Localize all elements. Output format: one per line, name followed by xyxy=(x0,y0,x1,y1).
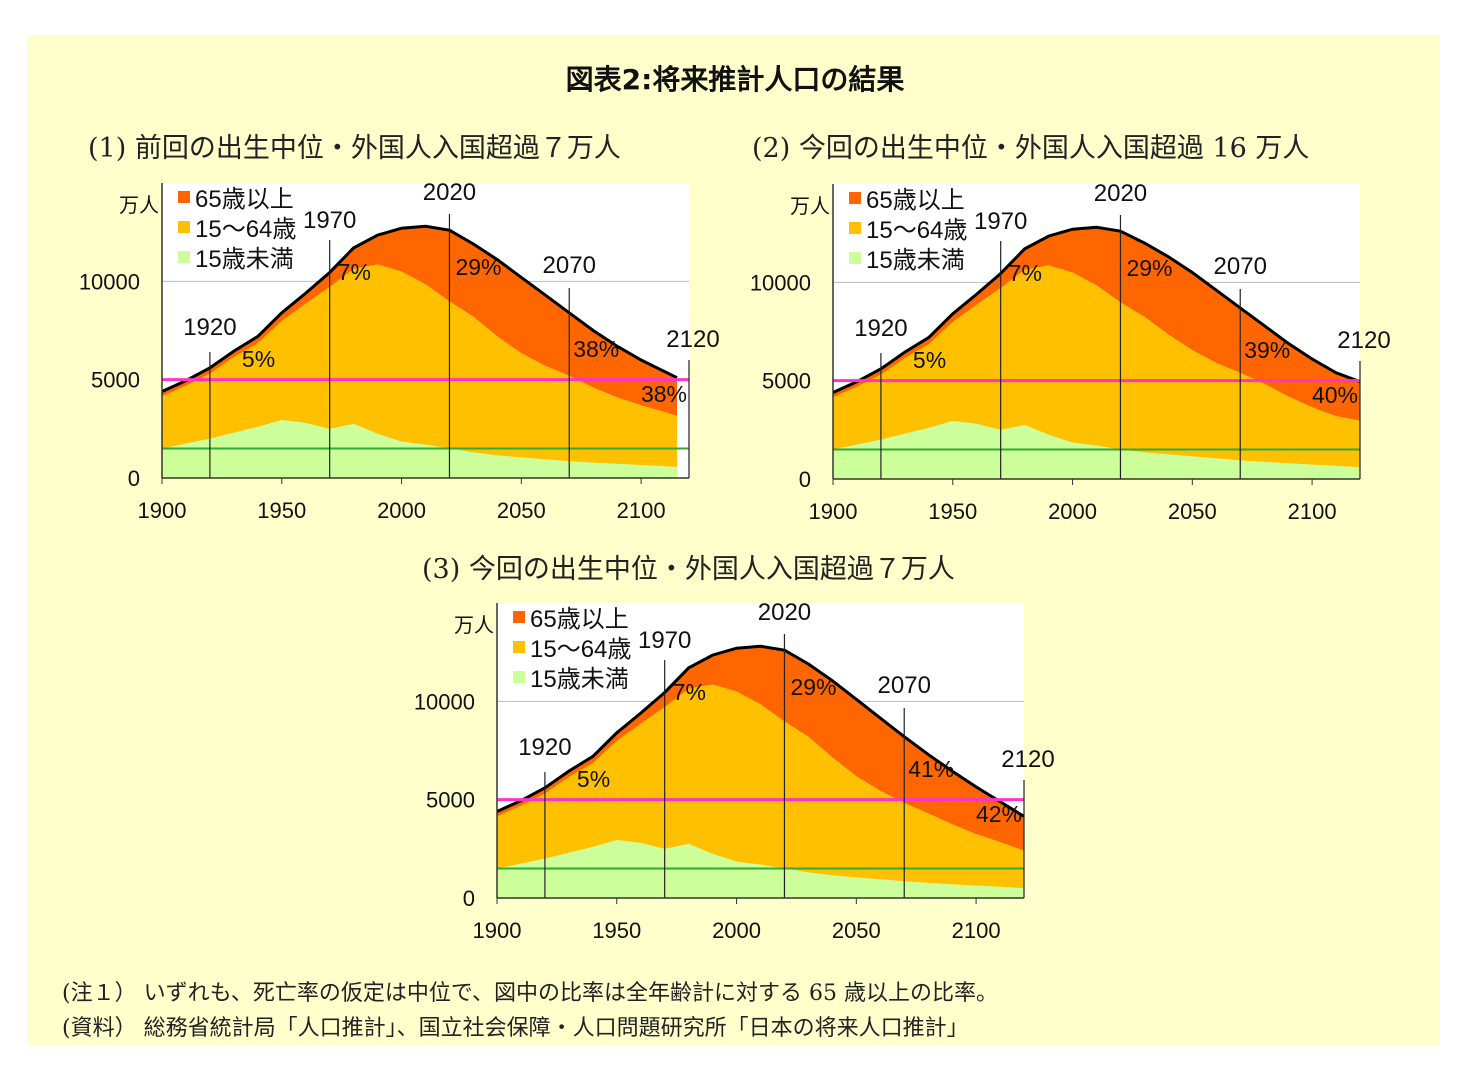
ratio-label: 5% xyxy=(577,766,610,792)
y-tick-label: 10000 xyxy=(79,269,140,294)
ratio-label: 29% xyxy=(455,254,501,280)
legend-label: 15歳未満 xyxy=(530,666,629,693)
ratio-label: 38% xyxy=(641,381,687,407)
x-tick-label: 1950 xyxy=(928,499,977,524)
y-tick-label: 0 xyxy=(463,886,475,911)
legend-swatch xyxy=(849,222,861,234)
marker-label-2120: 2120 xyxy=(1337,327,1390,354)
x-tick-label: 1950 xyxy=(592,918,641,943)
ratio-label: 5% xyxy=(913,347,946,373)
ratio-label: 29% xyxy=(1126,255,1172,281)
ratio-label: 7% xyxy=(1009,260,1042,286)
legend-swatch xyxy=(178,251,190,263)
ratio-label: 7% xyxy=(673,679,706,705)
marker-label-2070: 2070 xyxy=(878,672,931,699)
y-tick-label: 5000 xyxy=(91,368,140,393)
marker-label-2020: 2020 xyxy=(1094,180,1147,207)
note-1: (注１） いずれも、死亡率の仮定は中位で、図中の比率は全年齢計に対する 65 歳… xyxy=(62,981,999,1006)
legend-swatch xyxy=(513,611,525,623)
legend-swatch xyxy=(178,191,190,203)
marker-label-2070: 2070 xyxy=(1214,253,1267,280)
ratio-label: 7% xyxy=(338,259,371,285)
legend-label: 15歳未満 xyxy=(866,247,965,274)
marker-label-2020: 2020 xyxy=(423,179,476,206)
ratio-label: 38% xyxy=(573,336,619,362)
note-source: (資料） 総務省統計局「人口推計」、国立社会保障・人口問題研究所「日本の将来人口… xyxy=(62,1016,969,1041)
x-tick-label: 1900 xyxy=(809,499,858,524)
legend-swatch xyxy=(849,192,861,204)
marker-label-1970: 1970 xyxy=(638,627,691,654)
y-tick-label: 0 xyxy=(799,467,811,492)
area-working-age xyxy=(497,684,1024,889)
legend-swatch xyxy=(178,221,190,233)
legend-swatch xyxy=(849,252,861,264)
y-tick-label: 5000 xyxy=(762,369,811,394)
y-tick-label: 10000 xyxy=(414,689,475,714)
legend-label: 65歳以上 xyxy=(866,187,965,214)
chart-2: 1920 1970 2020 2070 2120 5% 7% 29% 39% 40% 0 5000 10… xyxy=(750,180,1391,524)
x-tick-label: 2100 xyxy=(1288,499,1337,524)
legend-label: 15～64歳 xyxy=(866,217,967,244)
marker-label-1920: 1920 xyxy=(854,315,907,342)
marker-label-2120: 2120 xyxy=(1001,746,1054,773)
legend-label: 65歳以上 xyxy=(530,606,629,633)
ratio-label: 5% xyxy=(242,346,275,372)
x-tick-label: 2100 xyxy=(617,498,666,523)
x-tick-label: 1900 xyxy=(138,498,187,523)
legend-label: 65歳以上 xyxy=(195,186,294,213)
legend-label: 15～64歳 xyxy=(195,216,296,243)
x-tick-label: 2100 xyxy=(952,918,1001,943)
marker-label-2070: 2070 xyxy=(543,252,596,279)
chart-2-subtitle: (2) 今回の出生中位・外国人入国超過 16 万人 xyxy=(752,133,1310,164)
ratio-label: 39% xyxy=(1244,337,1290,363)
unit-label: 万人 xyxy=(454,614,494,637)
area-elderly xyxy=(162,226,678,416)
legend-label: 15歳未満 xyxy=(195,246,294,273)
unit-label: 万人 xyxy=(119,194,159,217)
area-elderly xyxy=(833,227,1360,421)
marker-label-1920: 1920 xyxy=(183,314,236,341)
area-working-age xyxy=(833,265,1360,468)
x-tick-label: 2000 xyxy=(377,498,426,523)
legend-swatch xyxy=(513,641,525,653)
x-tick-label: 2050 xyxy=(497,498,546,523)
ratio-label: 29% xyxy=(790,674,836,700)
ratio-label: 41% xyxy=(908,756,954,782)
total-population-line xyxy=(832,225,1361,394)
x-tick-label: 1900 xyxy=(473,918,522,943)
figure-title: 図表2:将来推計人口の結果 xyxy=(565,63,905,96)
chart-3-subtitle: (3) 今回の出生中位・外国人入国超過７万人 xyxy=(422,554,955,585)
marker-label-1970: 1970 xyxy=(974,208,1027,235)
chart-1-subtitle: (1) 前回の出生中位・外国人入国超過７万人 xyxy=(88,133,621,164)
x-tick-label: 2050 xyxy=(1168,499,1217,524)
chart-1: 1920 1970 2020 2070 2120 5% 7% 29% 38% 38% 0 5000 10… xyxy=(79,179,720,523)
y-tick-label: 10000 xyxy=(750,270,811,295)
total-population-line xyxy=(161,224,678,393)
x-tick-label: 1950 xyxy=(257,498,306,523)
area-working-age xyxy=(162,264,678,467)
ratio-label: 40% xyxy=(1312,382,1358,408)
marker-label-2120: 2120 xyxy=(666,326,719,353)
ratio-label: 42% xyxy=(976,801,1022,827)
marker-label-1970: 1970 xyxy=(303,207,356,234)
unit-label: 万人 xyxy=(790,195,830,218)
y-tick-label: 0 xyxy=(128,466,140,491)
legend-swatch xyxy=(513,671,525,683)
marker-label-1920: 1920 xyxy=(518,734,571,761)
x-tick-label: 2050 xyxy=(832,918,881,943)
x-tick-label: 2000 xyxy=(1048,499,1097,524)
legend-label: 15～64歳 xyxy=(530,636,631,663)
chart-3: 1920 1970 2020 2070 2120 5% 7% 29% 41% 42% 0 5000 10… xyxy=(414,599,1055,943)
total-population-line xyxy=(496,644,1025,818)
marker-label-2020: 2020 xyxy=(758,599,811,626)
x-tick-label: 2000 xyxy=(712,918,761,943)
y-tick-label: 5000 xyxy=(426,788,475,813)
